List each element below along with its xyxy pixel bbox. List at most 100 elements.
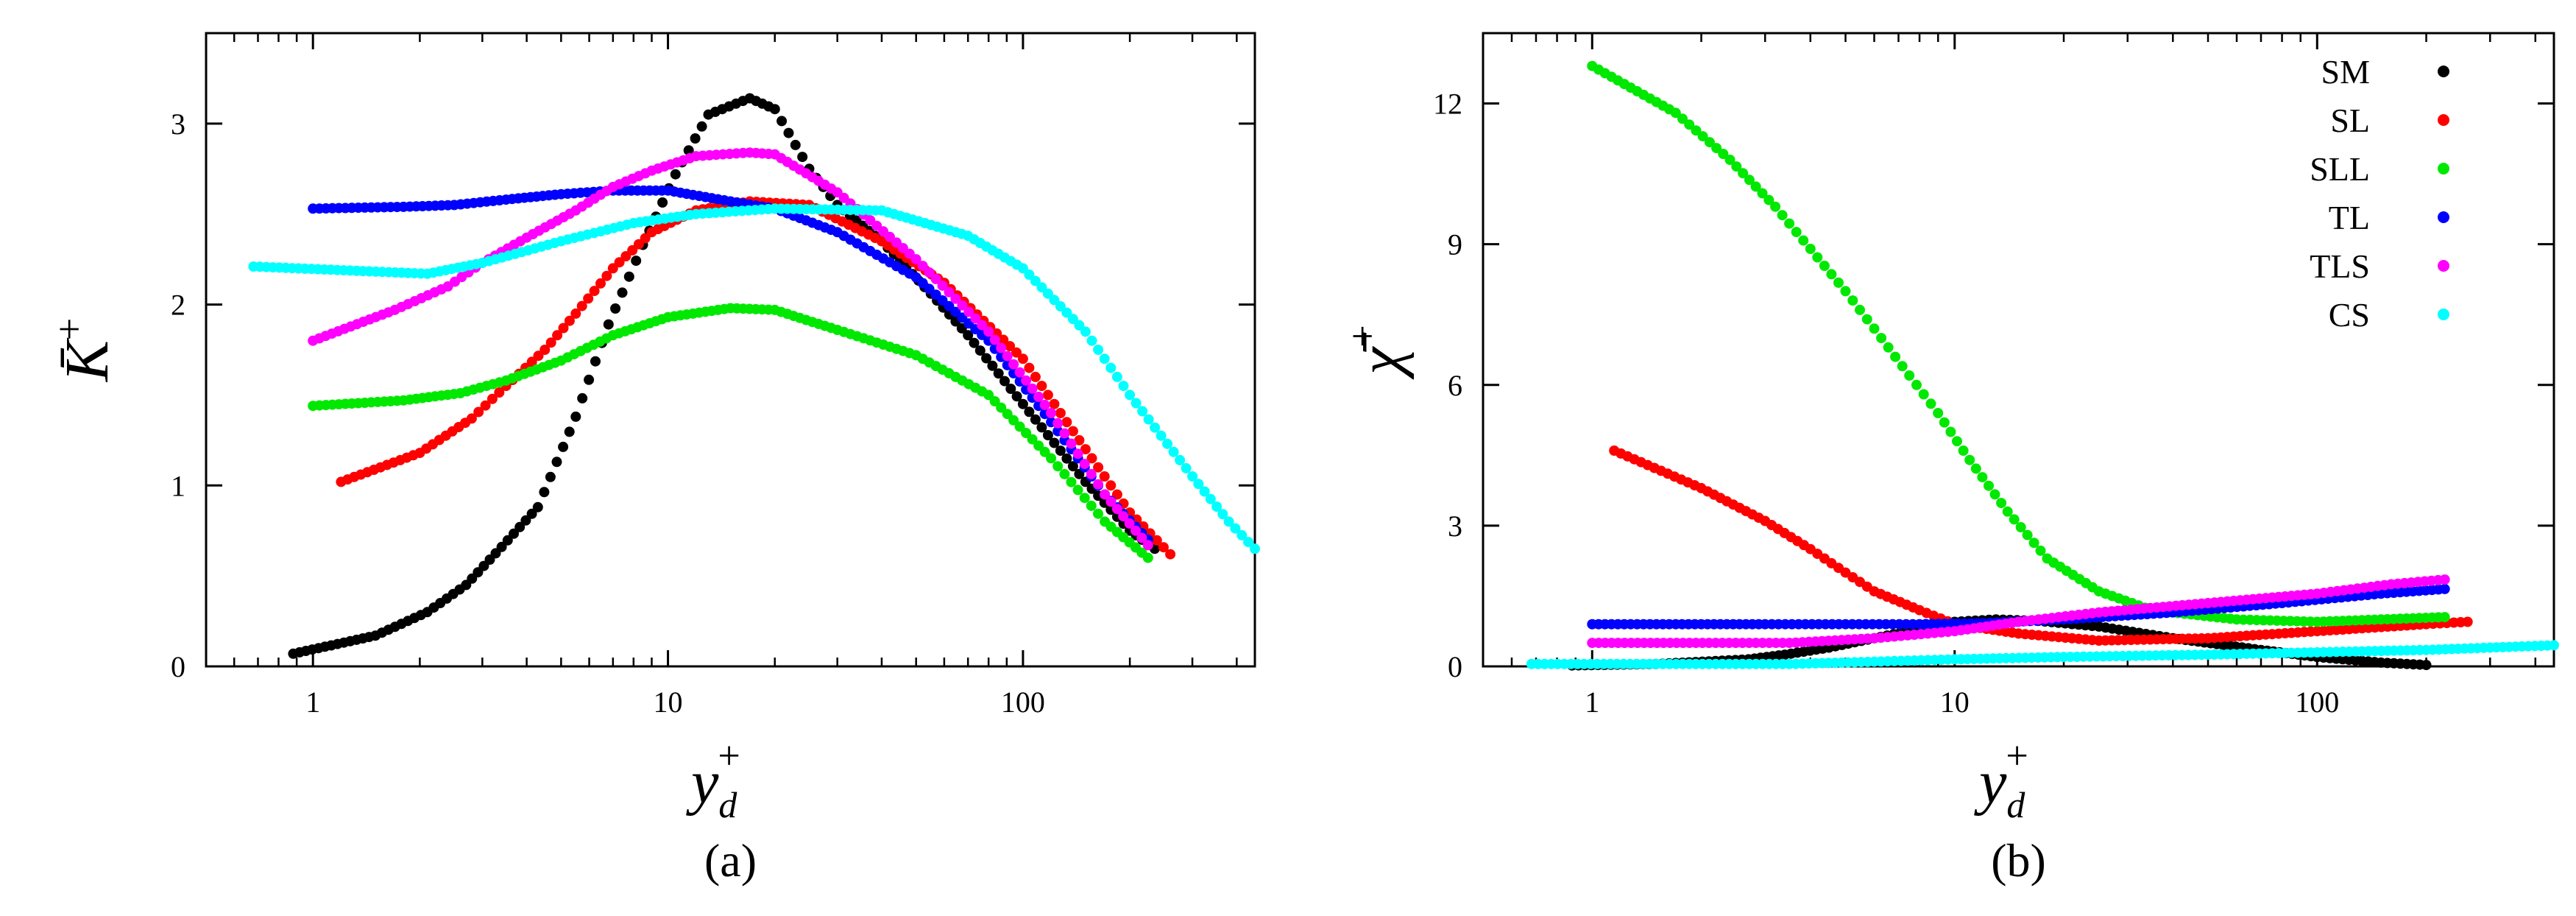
data-point [1925, 398, 1936, 409]
data-point [1042, 288, 1053, 299]
panel-a: 1 10 100 0 1 2 3 K̄+ yd+ (a) [47, 32, 1260, 887]
data-point [1014, 421, 1025, 432]
panel-b: 1 10 100 0 3 6 9 12 χ̄+ yd+ (b) SM SL SLL TL TLS CS [1340, 32, 2559, 887]
series-sm [288, 93, 1160, 659]
data-point [1939, 417, 1950, 428]
legend-marker-tls [2438, 260, 2449, 272]
data-point [1005, 341, 1016, 352]
y-tick-label: 3 [1448, 510, 1462, 543]
data-point [1143, 414, 1154, 425]
data-point [607, 263, 618, 274]
data-point [577, 392, 588, 404]
data-point [910, 254, 921, 265]
data-point [1223, 516, 1234, 527]
data-point [1958, 445, 1969, 456]
legend-marker-sll [2438, 163, 2449, 175]
data-point [783, 127, 794, 138]
data-point [1080, 326, 1091, 337]
legend-marker-cs [2438, 309, 2449, 320]
data-point [1055, 408, 1066, 418]
data-point [633, 239, 644, 250]
data-point [1059, 468, 1070, 479]
series-sll [308, 303, 1153, 563]
panel-label: (a) [704, 834, 757, 887]
data-point [1250, 543, 1260, 554]
data-point [1805, 244, 1816, 254]
data-point [526, 356, 537, 367]
data-point [963, 306, 974, 317]
legend: SM SL SLL TL TLS CS [2310, 53, 2449, 334]
data-point [930, 273, 941, 284]
data-point [1036, 282, 1047, 293]
x-axis-label: yd+ [1973, 733, 2028, 825]
data-point [957, 300, 968, 311]
data-point [539, 487, 550, 498]
data-point [1072, 448, 1083, 459]
data-point [1876, 333, 1887, 344]
legend-marker-tl [2438, 211, 2449, 223]
data-point [769, 104, 780, 115]
series-tl [308, 185, 1153, 545]
data-point [640, 233, 651, 244]
data-point [983, 326, 994, 337]
data-point [1055, 301, 1066, 311]
panel-label: (b) [1991, 834, 2046, 887]
x-tick-label: 10 [654, 686, 683, 719]
series-tl [1587, 583, 2450, 630]
data-point [1952, 436, 1962, 447]
data-point [1049, 398, 1060, 409]
data-point [486, 393, 498, 404]
data-point [2015, 522, 2026, 532]
data-point [603, 319, 614, 330]
data-point [1033, 440, 1044, 451]
data-point [670, 169, 681, 180]
data-point [1036, 422, 1047, 433]
plot-frame [1482, 32, 2555, 668]
data-point [1105, 480, 1117, 491]
data-point [1079, 493, 1090, 504]
data-point [1670, 108, 1681, 119]
data-point [1017, 263, 1028, 274]
legend-label-tl: TL [2329, 199, 2370, 236]
data-point [1847, 295, 1858, 306]
data-point [996, 342, 1007, 353]
data-point [1770, 201, 1781, 212]
data-point [1142, 540, 1153, 551]
data-point [970, 313, 981, 324]
data-point [993, 368, 1004, 379]
data-point [1052, 418, 1064, 429]
data-point [1039, 399, 1050, 410]
data-point [1002, 409, 1013, 420]
data-point [1977, 472, 1988, 483]
data-point [589, 286, 600, 297]
data-point [1086, 500, 1097, 511]
data-point [1861, 314, 1872, 325]
data-point [496, 541, 507, 552]
x-tick-label: 100 [1001, 686, 1045, 719]
legend-label-tls: TLS [2310, 247, 2370, 285]
data-point [1036, 381, 1047, 392]
x-tick-label: 1 [305, 686, 320, 719]
data-point [1933, 408, 1944, 418]
data-point [1704, 137, 1715, 148]
data-point [1181, 462, 1192, 473]
y-tick-label: 1 [171, 469, 185, 502]
data-point [981, 353, 992, 364]
data-point [1093, 508, 1103, 519]
data-point [1059, 428, 1070, 439]
data-point [1918, 389, 1929, 400]
y-tick-label: 3 [171, 108, 185, 141]
data-point [776, 116, 788, 127]
data-point [631, 256, 642, 267]
legend-marker-sl [2438, 114, 2449, 126]
data-point [1130, 525, 1141, 536]
data-point [1711, 143, 1722, 154]
data-point [620, 251, 631, 261]
data-point [1030, 275, 1041, 286]
data-point [1217, 509, 1228, 520]
series-cs [1526, 640, 2559, 669]
data-point [1093, 462, 1104, 473]
data-point [610, 303, 621, 314]
data-point [1890, 351, 1901, 362]
data-point [790, 139, 801, 150]
